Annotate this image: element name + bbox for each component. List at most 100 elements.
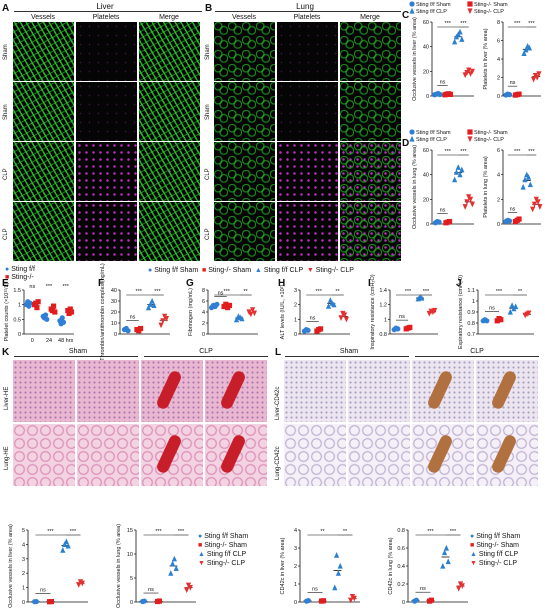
chart-f-ytick-label: 20 [111,310,117,316]
chart-j-ytick-label: 1.1 [467,288,475,294]
panel-l-tile-r0-c1 [348,360,410,422]
legend-k-ff-sham: Sting f/f Sham [204,533,249,540]
chart-k2-ytick-label: 15 [127,528,133,534]
legend-c-marker [467,8,473,15]
panel-a-tile-r2-c0 [13,142,74,201]
panel-label-k: K [2,347,10,358]
chart-k2-ytick-label: 5 [130,576,133,582]
panel-label-b: B [205,3,213,14]
chart-c2-point [523,46,529,53]
chart-h-ytick-label: 3 [294,288,297,294]
chart-l1-sig-2: ** [343,529,348,535]
chart-l1-point [332,584,338,591]
panel-l-tile-r1-c1 [348,424,410,486]
legend-d-text: Sting f/f Sham [416,130,451,136]
chart-h-point [338,315,344,321]
panel-label-l: L [275,347,282,358]
chart-e-ytick-label: 1.5 [13,288,21,294]
legend-l-ko-clp: Sting-/- CLP [478,560,518,567]
chart-f-point [163,316,170,322]
chart-c-point [459,36,465,42]
panel-l-tile-r0-c3 [476,360,538,422]
chart-c2-sig-1: *** [514,21,521,27]
chart-g-ytick-label: 4 [202,310,205,316]
chart-e-point [44,316,50,322]
chart-g-point [233,316,240,323]
panel-k-clot-mark [155,369,183,411]
chart-l2-ylabel: CD42c in lung (% area) [388,537,394,594]
chart-k1-sig-1: *** [47,529,54,535]
panel-a-tile-r2-c1 [76,142,137,201]
chart-j-sig-1: *** [496,289,503,295]
chart-e-point [67,306,73,312]
panel-b-rule [215,11,401,12]
chart-c2-ytick-label: 4 [497,57,500,63]
chart-k2-point [170,560,176,567]
chart-g-sig-2: ** [243,289,248,295]
chart-k1-point [65,542,71,549]
chart-e-sig: ns [29,284,35,290]
chart-k1-sig-2: *** [70,529,77,535]
chart-h-point [342,312,348,319]
chart-c-sig-ns: ns [440,80,446,86]
legend-d-marker [409,135,415,142]
chart-e-ylabel: Platelet counts (×10¹²/L) [4,282,10,341]
chart-d2-ylabel: Platelets in lung (% area) [483,156,489,218]
chart-j-ytick-label: 0.8 [467,321,475,327]
chart-c2-ylabel: Platelets in liver (% area) [483,28,489,89]
chart-l2-sig-2: *** [450,529,457,535]
chart-d-point [436,219,442,225]
panel-a-tile-r3-c2 [139,202,200,261]
panel-b-tile-r3-c2 [340,202,401,261]
panel-a-tile-r0-c0 [13,22,74,81]
chart-k2-ytick-label: 10 [127,552,133,558]
chart-l1-point [334,552,340,558]
legend-k: ● Sting f/f Sham ■ Sting-/- Sham ▲ Sting… [198,533,249,567]
chart-d-sig-1: *** [445,149,452,155]
chart-d-point [462,204,468,210]
chart-d-point [464,199,470,205]
chart-c2-point [530,76,537,83]
legend-k-ko-clp: Sting-/- CLP [206,560,246,567]
chart-l2-point [456,585,462,592]
chart-l1-point [351,595,357,602]
chart-e-point [60,319,67,325]
panel-b-tile-r1-c1 [277,82,338,141]
chart-d2-sig-2: *** [528,149,535,155]
chart-g-point [251,310,258,317]
panel-l-tile-r0-c2 [412,360,474,422]
chart-d2-ytick-label: 4 [497,173,500,179]
legend-c-text: Sting-/- CLP [474,9,504,15]
panel-l-clot-mark [490,433,518,475]
panel-a-col-platelets: Platelets [92,14,120,21]
chart-f-ylabel: Thrombin/antithrombin complex (ng/mL) [100,263,106,361]
chart-d-point [457,171,463,178]
chart-f-point [151,302,157,308]
legend-ko-clp: Sting-/- CLP [315,267,354,274]
legend-groups: ● Sting f/f Sham ■ Sting-/- Sham ▲ Sting… [148,267,354,274]
chart-c-point [457,28,463,35]
panel-label-a: A [2,3,10,14]
chart-l1-sig-ns: ns [312,587,318,593]
chart-e-sig: *** [62,284,69,290]
chart-l1-ytick-label: 1 [294,582,297,588]
legend-d-text: Sting f/f CLP [416,137,447,143]
chart-d2-point [522,176,528,183]
chart-l2-sig-1: *** [427,529,434,535]
chart-d2-ytick-label: 2 [497,197,500,203]
chart-d2-sig-ns: ns [510,206,516,212]
legend-e-ko: Sting-/- [11,274,34,281]
chart-l2-point [440,562,446,569]
chart-l2-ytick-label: 0.8 [397,528,405,534]
panel-k-tile-r1-c3 [205,424,267,486]
chart-h-point [317,326,324,332]
chart-e-ytick-label: 0 [18,332,21,338]
legend-c-text: Sting f/f Sham [416,2,451,8]
chart-e-xtick-label: 0 [31,338,34,344]
panel-l-tile-r1-c0 [284,424,346,486]
chart-c-sig-2: *** [460,21,467,27]
chart-f-point [160,318,166,324]
chart-i-sig-1: *** [405,289,412,295]
chart-l1-point [337,562,343,569]
